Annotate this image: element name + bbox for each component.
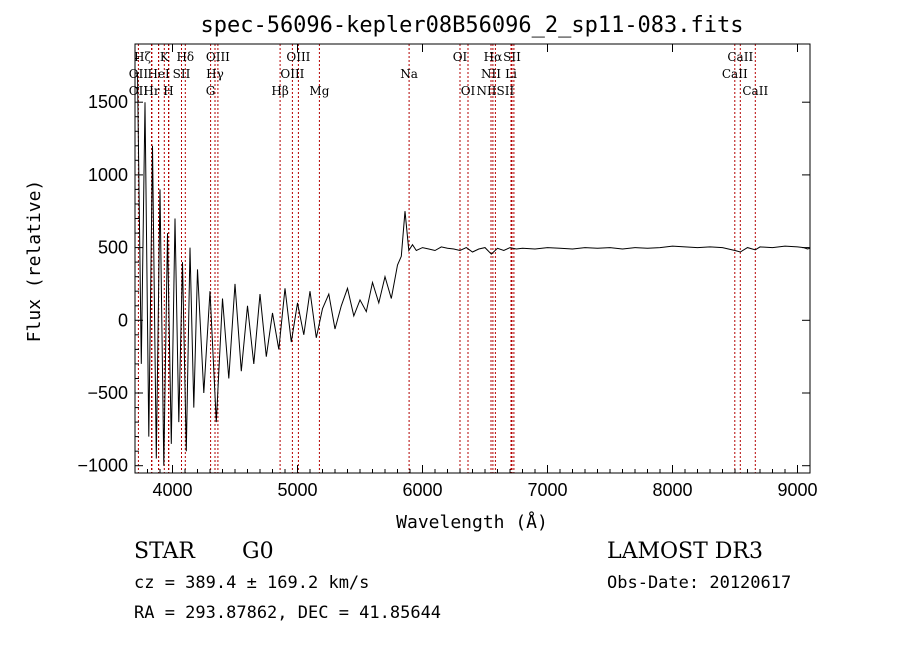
- y-tick-label-4: 1000: [88, 165, 128, 185]
- marker-label-26: CaII: [742, 84, 768, 98]
- marker-label-16: CaII: [722, 67, 748, 81]
- marker-label-24: OI: [461, 84, 476, 98]
- marker-label-11: SII: [173, 67, 191, 81]
- marker-label-7: SII: [503, 50, 521, 64]
- marker-label-4: OIII: [286, 50, 310, 64]
- cz-text: cz = 389.4 ± 169.2 km/s: [134, 573, 370, 593]
- subclass-text: G0: [242, 539, 274, 564]
- marker-label-3: OIII: [206, 50, 230, 64]
- coords-text: RA = 293.87862, DEC = 41.85644: [134, 603, 442, 623]
- marker-label-19: H: [163, 84, 173, 98]
- coordinates: RA = 293.87862, DEC = 41.85644: [134, 603, 441, 623]
- obs-date: Obs-Date: 20120617: [607, 573, 791, 593]
- y-tick-label-0: −1000: [77, 456, 128, 476]
- survey-name: LAMOST DR3: [607, 539, 763, 564]
- chart-title: spec-56096-kepler08B56096_2_sp11-083.fit…: [200, 13, 743, 38]
- marker-label-20: G: [206, 84, 216, 98]
- spectrum-series: [137, 73, 811, 466]
- object-class: STAR: [134, 539, 195, 564]
- marker-label-2: Hδ: [176, 50, 194, 64]
- survey-text: LAMOST DR3: [607, 539, 763, 564]
- plot-frame: [134, 43, 811, 474]
- marker-label-13: OIII: [280, 67, 304, 81]
- obs-date-text: Obs-Date: 20120617: [607, 573, 792, 593]
- x-tick-label-0: 4000: [152, 480, 192, 500]
- marker-label-6: Hα: [484, 50, 503, 64]
- redshift-readout: cz = 389.4 ± 169.2 km/s: [134, 573, 369, 593]
- y-tick-label-5: 1500: [88, 92, 128, 112]
- x-tick-label-1: 5000: [277, 480, 317, 500]
- marker-label-5: OI: [453, 50, 468, 64]
- x-axis-label: Wavelength (Å): [396, 511, 548, 533]
- marker-label-25: NIISII: [477, 84, 515, 98]
- marker-label-14: NII: [481, 67, 501, 81]
- marker-label-21: Hβ: [271, 84, 288, 98]
- marker-label-9: OII: [129, 67, 149, 81]
- axis-ticks: 4000 5000 6000 7000 8000 9000 −1000 −500 0 500 100…: [77, 44, 818, 500]
- object-subclass: G0: [242, 539, 274, 564]
- spectrum-line-0: [137, 73, 811, 466]
- y-tick-label-2: 0: [118, 310, 128, 330]
- x-tick-label-5: 9000: [777, 480, 817, 500]
- marker-label-23: Na: [400, 67, 418, 81]
- y-tick-label-1: −500: [87, 383, 128, 403]
- marker-label-10: HeI: [147, 67, 170, 81]
- marker-label-22: Mg: [309, 84, 329, 98]
- marker-label-18: Hr: [143, 84, 159, 98]
- object-class-text: STAR: [134, 539, 195, 564]
- marker-label-17: OII: [129, 84, 149, 98]
- y-axis-label: Flux (relative): [24, 180, 45, 343]
- y-tick-label-3: 500: [98, 238, 128, 258]
- x-tick-label-2: 6000: [402, 480, 442, 500]
- marker-label-0: Hζ: [134, 50, 151, 64]
- x-tick-label-4: 8000: [652, 480, 692, 500]
- marker-label-12: Hγ: [206, 67, 224, 81]
- x-tick-label-3: 7000: [527, 480, 567, 500]
- marker-label-15: Li: [505, 67, 517, 81]
- marker-label-1: K: [160, 50, 170, 64]
- line-markers: [137, 44, 756, 473]
- marker-label-8: CaII: [727, 50, 753, 64]
